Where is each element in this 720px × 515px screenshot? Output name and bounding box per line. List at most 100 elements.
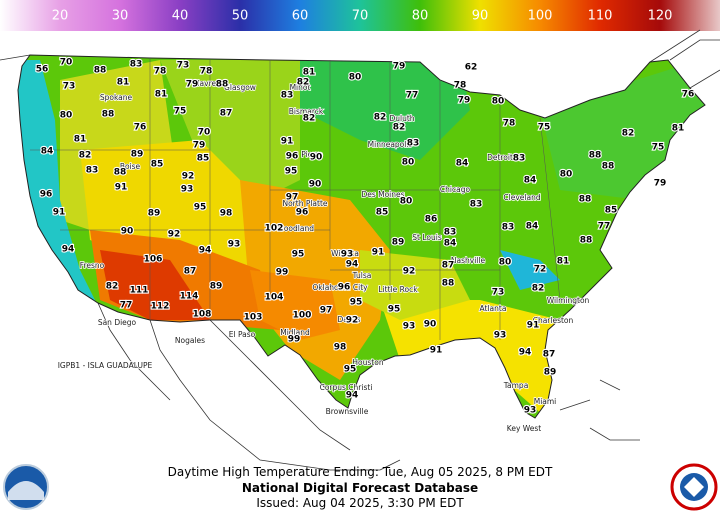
city-name: Midland <box>280 328 310 337</box>
temperature: 93 <box>341 250 354 260</box>
temperature: 91 <box>53 208 66 218</box>
city-name: Wilmington <box>547 296 590 305</box>
island-label: IGPB1 - ISLA GUADALUPE <box>58 361 153 370</box>
city-name: Goodland <box>278 224 314 233</box>
scale-label: 120 <box>648 9 673 24</box>
city-name: Glasgow <box>224 83 256 92</box>
temperature: 62 <box>465 63 478 73</box>
temperature: 98 <box>334 343 347 353</box>
temperature: 70 <box>198 128 211 138</box>
temperature: 99 <box>288 335 301 345</box>
city-name: Houston <box>352 358 383 367</box>
temperature: 100 <box>293 311 312 321</box>
temperature: 96 <box>286 152 299 162</box>
temperature: 85 <box>151 160 164 170</box>
temperature: 88 <box>442 279 455 289</box>
temperature: 81 <box>672 124 685 134</box>
temperature: 79 <box>186 80 199 90</box>
temperature: 83 <box>502 223 515 233</box>
neighbor-outlines <box>0 29 720 471</box>
temperature: 84 <box>41 147 54 157</box>
scale-label: 70 <box>352 9 369 24</box>
temperature: 75 <box>538 123 551 133</box>
temperature: 87 <box>220 109 233 119</box>
temperature: 91 <box>527 321 540 331</box>
temperature: 79 <box>393 62 406 72</box>
city-name: Charleston <box>533 316 574 325</box>
temperature: 88 <box>94 66 107 76</box>
temperature: 88 <box>580 236 593 246</box>
temperature: 80 <box>499 258 512 268</box>
city-name: Spokane <box>100 93 133 102</box>
city-name: El Paso <box>229 330 256 339</box>
forecast-period: Daytime High Temperature Ending: Tue, Au… <box>168 465 553 479</box>
temperature: 84 <box>526 222 539 232</box>
scale-label: 50 <box>232 9 249 24</box>
temperature: 82 <box>303 114 316 124</box>
temperature: 94 <box>346 260 359 270</box>
city-name: Minneapolis <box>368 140 413 149</box>
temperature: 87 <box>543 350 556 360</box>
temperature: 81 <box>557 257 570 267</box>
city-name: Dallas <box>337 315 360 324</box>
city-name: Minot <box>290 83 311 92</box>
city-name: Boise <box>120 162 141 171</box>
temperature: 77 <box>406 91 419 101</box>
temperature: 88 <box>114 168 127 178</box>
temperature: 90 <box>121 227 134 237</box>
nws-logo <box>670 463 718 511</box>
temperature: 77 <box>598 222 611 232</box>
temperature: 111 <box>130 286 149 296</box>
temperature: 95 <box>344 365 357 375</box>
temperature: 78 <box>454 81 467 91</box>
temperature: 98 <box>220 209 233 219</box>
city-name: Nashville <box>451 256 486 265</box>
us-outline <box>17 54 706 419</box>
city-name: Pierre <box>301 150 323 159</box>
temperature: 93 <box>228 240 241 250</box>
scale-label: 40 <box>172 9 189 24</box>
temperature: 87 <box>184 267 197 277</box>
temperature: 102 <box>265 224 284 234</box>
temperature: 112 <box>151 302 170 312</box>
issued-time: Issued: Aug 04 2025, 3:30 PM EDT <box>256 496 464 510</box>
temperature: 83 <box>470 200 483 210</box>
scale-label: 30 <box>112 9 129 24</box>
temperature: 76 <box>682 90 695 100</box>
temperature: 82 <box>532 284 545 294</box>
temperature: 94 <box>346 391 359 401</box>
temperature: 97 <box>320 306 333 316</box>
temperature: 80 <box>349 73 362 83</box>
temperature: 95 <box>285 167 298 177</box>
city-name: Little Rock <box>378 285 418 294</box>
temperature: 83 <box>86 166 99 176</box>
temperature: 95 <box>388 305 401 315</box>
temperature: 82 <box>393 123 406 133</box>
temperature: 85 <box>605 206 618 216</box>
temperature: 81 <box>303 68 316 78</box>
city-name: Tulsa <box>352 271 372 280</box>
city-name: San Diego <box>98 318 137 327</box>
temperature: 95 <box>292 250 305 260</box>
city-name: Atlanta <box>480 304 507 313</box>
state-lines <box>30 58 561 340</box>
city-name: Detroit <box>487 153 513 162</box>
database-name: National Digital Forecast Database <box>242 481 478 495</box>
city-name: Miami <box>534 397 557 406</box>
temperature: 92 <box>182 172 195 182</box>
temperature: 81 <box>117 78 130 88</box>
temperature: 96 <box>296 208 309 218</box>
temperature: 104 <box>265 293 284 303</box>
temperature: 84 <box>524 176 537 186</box>
temperature: 82 <box>79 151 92 161</box>
color-scale <box>0 0 720 31</box>
temperature: 95 <box>350 298 363 308</box>
temperature: 97 <box>286 193 299 203</box>
temperature: 88 <box>102 110 115 120</box>
temperature: 93 <box>181 185 194 195</box>
scale-label: 20 <box>52 9 69 24</box>
temperature: 79 <box>458 96 471 106</box>
city-name: Corpus Christi <box>320 383 373 392</box>
temperature: 82 <box>374 113 387 123</box>
